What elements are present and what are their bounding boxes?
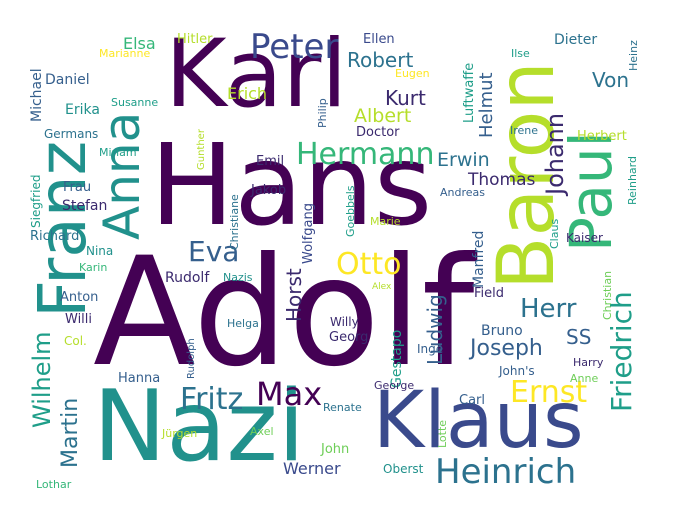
word-cloud-word: Herbert (577, 129, 627, 144)
word-cloud-word: Siegfried (29, 174, 43, 228)
word-cloud-word: Carl (459, 393, 485, 408)
word-cloud-word: Emil (256, 154, 285, 169)
word-cloud-word: Dieter (554, 32, 598, 48)
word-cloud-word: Karl (165, 20, 348, 129)
word-cloud-word: Daniel (45, 72, 90, 88)
word-cloud-word: Johann (541, 112, 569, 195)
word-cloud-word: Robert (347, 48, 414, 72)
word-cloud-word: Otto (336, 247, 402, 282)
word-cloud-word: Rudolf (165, 270, 210, 286)
word-cloud-word: Nina (86, 244, 114, 258)
word-cloud-word: Martin (58, 397, 83, 468)
word-cloud-word: Christiane (228, 194, 241, 250)
word-cloud-word: Kurt (385, 86, 426, 110)
word-cloud-word: Philip (316, 98, 329, 128)
word-cloud-word: Wolfgang (301, 203, 316, 264)
word-cloud-word: Werner (283, 459, 341, 478)
word-cloud-word: Inge (417, 342, 444, 356)
word-cloud-word: Erich (227, 84, 268, 103)
word-cloud-word: Harry (573, 356, 604, 369)
word-cloud-word: Nazis (223, 271, 253, 284)
word-cloud-word: Elsa (123, 34, 156, 53)
word-cloud-word: Peter (250, 27, 339, 67)
word-cloud-word: George (374, 379, 415, 392)
word-cloud-word: Ilse (511, 47, 530, 60)
word-cloud-word: Lothar (36, 478, 72, 491)
word-cloud-word: Doctor (356, 125, 400, 140)
word-cloud-word: Herr (520, 294, 577, 324)
word-cloud-word: Goebbels (344, 185, 357, 237)
word-cloud-word: SS (566, 325, 592, 349)
word-cloud-word: Manfred (471, 230, 487, 288)
word-cloud-word: John (321, 442, 350, 457)
word-cloud-word: Hitler (177, 32, 213, 47)
word-cloud-word: Marianne (99, 47, 151, 60)
word-cloud-word: Renate (323, 401, 362, 414)
word-cloud-word: Heinz (627, 40, 640, 71)
word-cloud-word: Ellen (363, 32, 395, 47)
word-cloud-word: Horst (282, 268, 306, 322)
word-cloud-word: Miriam (99, 146, 137, 159)
word-cloud-word: Helga (227, 317, 259, 330)
word-cloud-word: Marie (370, 215, 401, 228)
word-cloud-word: Wilhelm (28, 331, 56, 428)
word-cloud-word: Willy (330, 315, 359, 329)
word-cloud-word: Jakob (251, 183, 287, 198)
word-cloud-word: Christian (601, 270, 614, 320)
word-cloud-word: Anna (93, 111, 151, 240)
word-cloud-word: Rudolph (186, 338, 197, 379)
word-cloud-word: Andreas (440, 186, 485, 199)
word-cloud-word: Von (592, 68, 630, 92)
word-cloud-word: Thomas (468, 170, 536, 190)
word-cloud-word: Georg (329, 330, 369, 345)
word-cloud-word: Albert (354, 105, 412, 127)
word-cloud-word: Frau (63, 180, 92, 195)
word-cloud-word: Anne (570, 372, 599, 385)
word-cloud-word: Erika (65, 102, 100, 118)
word-cloud-word: Richard (30, 229, 80, 244)
word-cloud-word: Hanna (118, 371, 161, 386)
word-cloud-word: Joseph (470, 336, 543, 361)
word-cloud-word: Jürgen (162, 427, 198, 440)
word-cloud-word: Helmut (476, 72, 497, 138)
word-cloud-word: Ernst (510, 375, 588, 410)
word-cloud-word: Kaiser (566, 231, 603, 245)
word-cloud-word: Col. (64, 334, 87, 348)
word-cloud-word: Axel (250, 425, 274, 438)
word-cloud-word: Lotte (436, 419, 449, 448)
word-cloud-word: Klaus (373, 376, 584, 466)
word-cloud-word: Gunther (196, 129, 207, 170)
word-cloud-word: Stefan (62, 198, 108, 214)
word-cloud-word: Max (256, 375, 323, 413)
word-cloud-word: Willi (65, 312, 93, 327)
word-cloud-word: Fritz (180, 382, 244, 417)
word-cloud-word: Anton (60, 290, 99, 305)
word-cloud-word: Field (474, 286, 505, 301)
word-cloud-word: Hermann (296, 137, 435, 172)
word-cloud-word: Erwin (437, 149, 490, 171)
word-cloud-word: Alex (372, 282, 392, 292)
word-cloud-word: Reinhard (626, 156, 639, 205)
word-cloud-word: Eva (188, 235, 240, 268)
word-cloud-word: Germans (44, 127, 99, 141)
word-cloud-word: Claus (548, 218, 561, 249)
word-cloud-word: Adolf (93, 226, 475, 400)
word-cloud-word: Hans (150, 121, 433, 251)
word-cloud-word: Nazi (93, 370, 306, 484)
word-cloud-word: Oberst (383, 462, 424, 476)
word-cloud-word: Eugen (395, 67, 430, 80)
word-cloud-word: Karin (79, 261, 108, 274)
word-cloud-word: Heinrich (435, 452, 577, 492)
word-cloud-word: John's (499, 364, 535, 378)
word-cloud-word: Bruno (481, 323, 523, 339)
word-cloud-word: Irene (510, 124, 539, 137)
word-cloud-word: Susanne (111, 96, 159, 109)
word-cloud-word: Luftwaffe (462, 62, 477, 123)
word-cloud-word: Michael (29, 68, 45, 122)
